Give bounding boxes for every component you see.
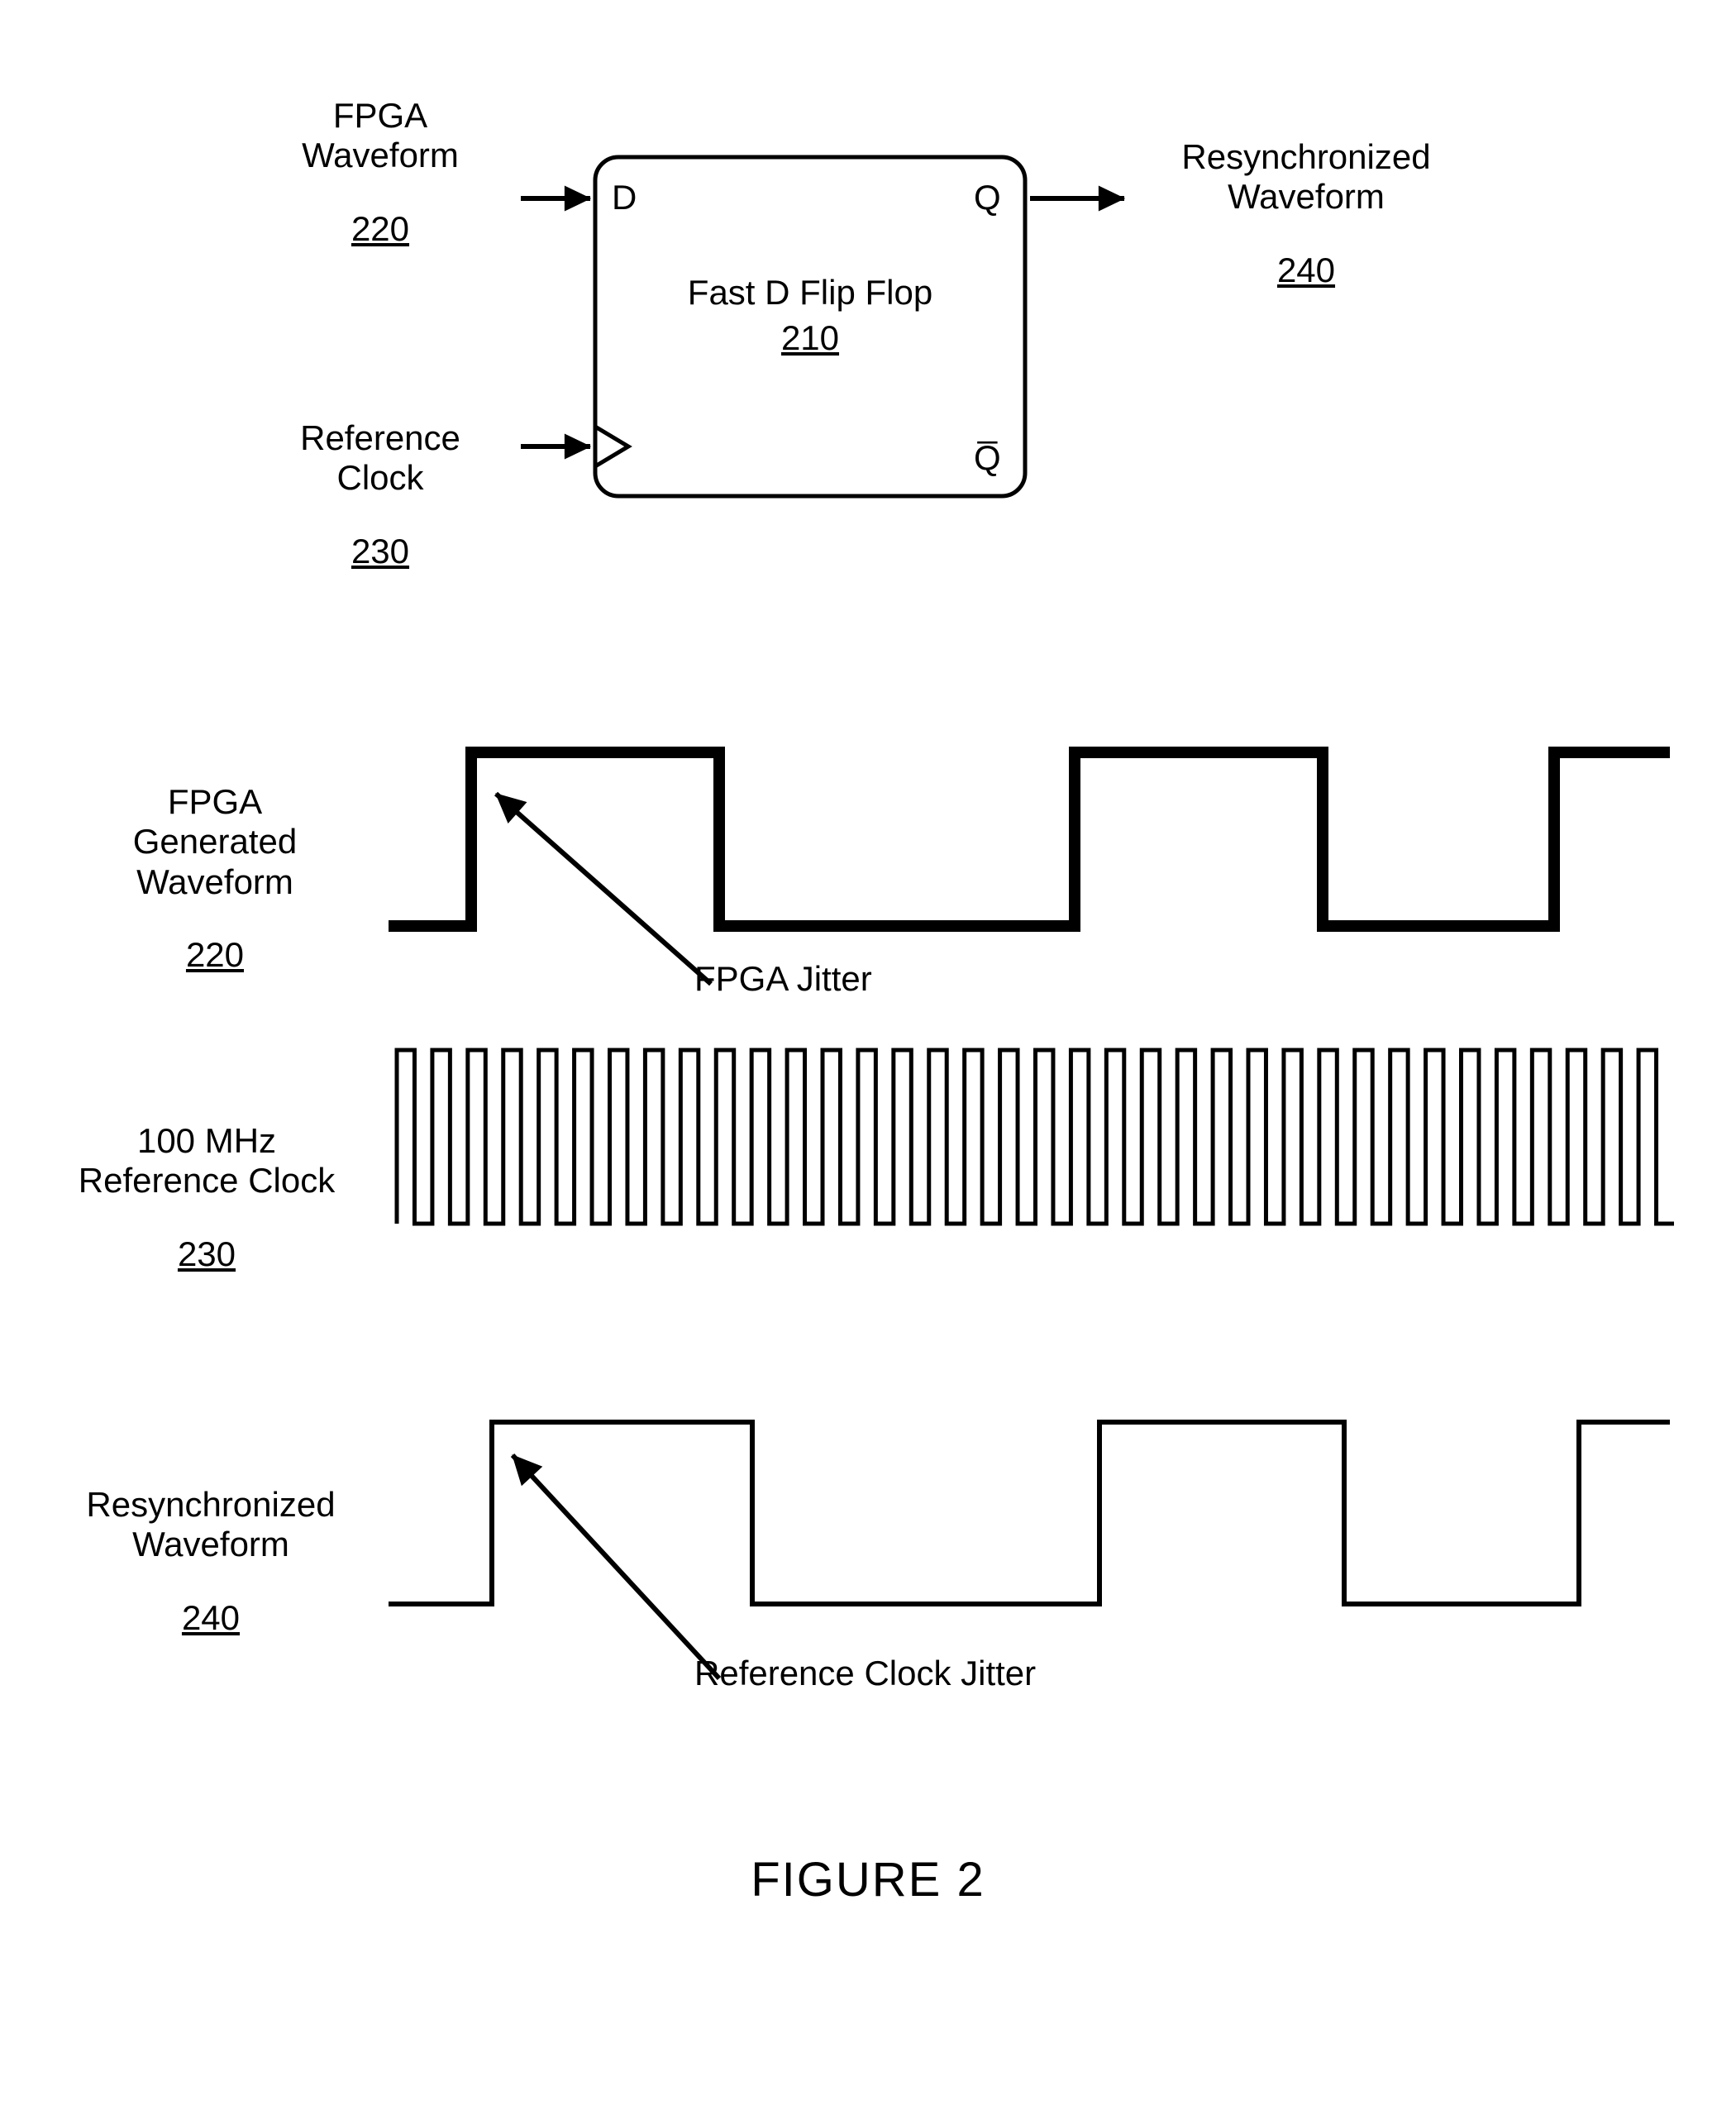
flipflop-ref: 210 [595,318,1025,358]
fpga-generated-waveform-label: FPGA Generated Waveform 220 [58,752,372,1005]
input-fpga-waveform-label: FPGA Waveform 220 [248,66,513,279]
flipflop-pin-d: D [612,178,637,217]
ref-jitter-annotation: Reference Clock Jitter [694,1654,1036,1693]
flipflop-pin-q: Q [974,178,1001,217]
input-reference-clock-label: Reference Clock 230 [248,389,513,601]
resync-waveform-label: Resynchronized Waveform 240 [41,1455,380,1668]
fpga-jitter-annotation: FPGA Jitter [694,959,872,999]
flipflop-title: Fast D Flip Flop [595,273,1025,313]
output-resync-waveform-label: Resynchronized Waveform 240 [1133,107,1480,320]
figure-caption: FIGURE 2 [33,1852,1703,1907]
refclk-100mhz-label: 100 MHz Reference Clock 230 [33,1091,380,1304]
flipflop-pin-qbar: Q̅ [974,438,1001,478]
